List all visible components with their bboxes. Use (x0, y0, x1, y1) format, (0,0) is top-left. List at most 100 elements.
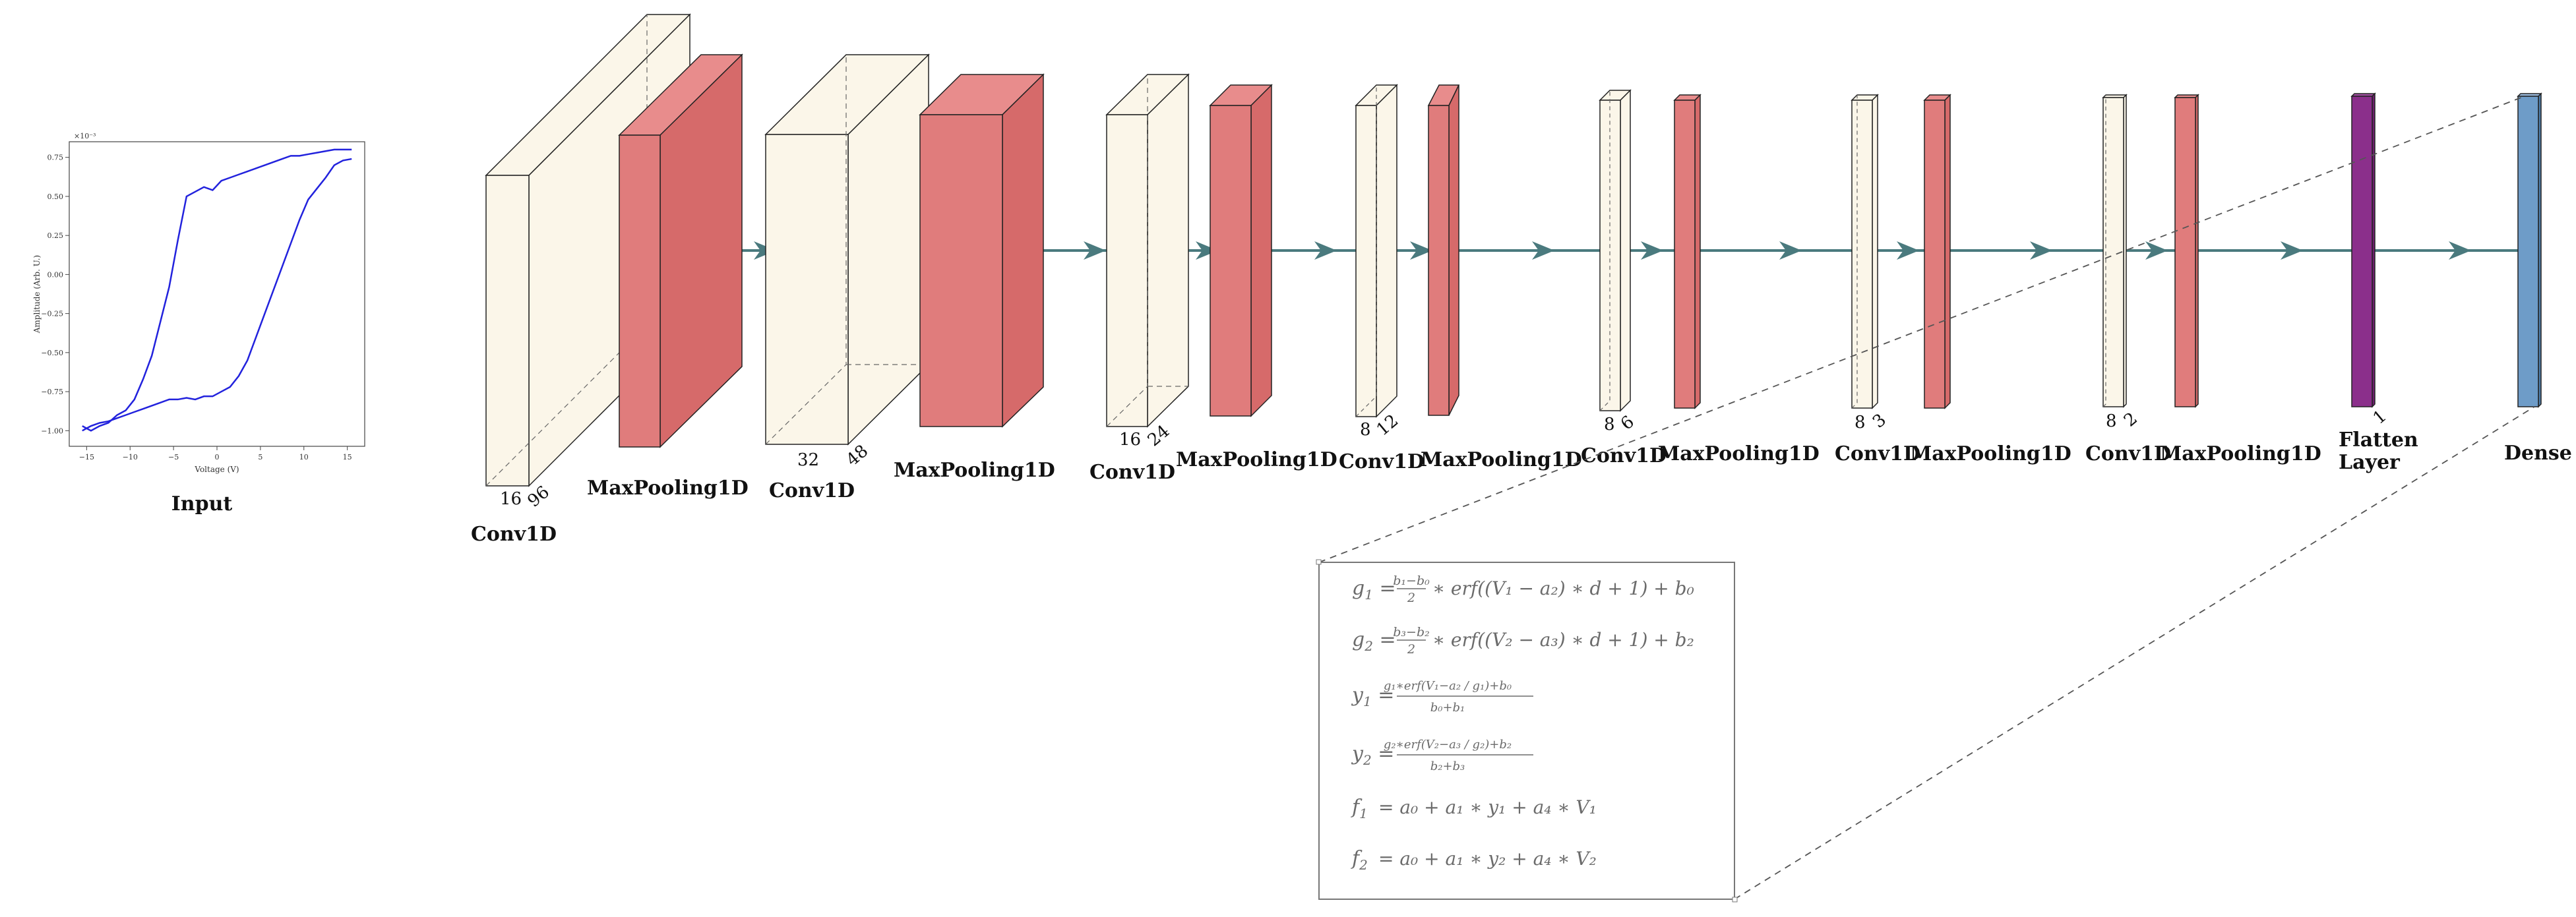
callout-line-bottom (1734, 406, 2535, 900)
y-tick-label: −0.50 (41, 349, 63, 357)
layer-conv1d-3 (1105, 73, 1190, 428)
conv3-label: Conv1D (1089, 461, 1175, 484)
svg-text:2: 2 (1407, 642, 1415, 657)
conv7-dim-a: 8 (2106, 411, 2117, 431)
flow-arrow-head (1897, 241, 1919, 260)
conv6-dim-a: 8 (1855, 413, 1866, 432)
pool2-label: MaxPooling1D (894, 459, 1055, 482)
flow-arrow-head (754, 241, 776, 260)
svg-text:g₂∗erf(V₂−a₃ / g₂)+b₂: g₂∗erf(V₂−a₃ / g₂)+b₂ (1384, 738, 1512, 752)
layer-conv1d-2 (764, 53, 930, 446)
layer-maxpool-2 (919, 73, 1045, 428)
y-tick-label: 0.50 (47, 192, 64, 201)
plot-xlabel: Voltage (V) (194, 465, 239, 474)
svg-text:∗ erf((V₁ − a₂) ∗ d + 1) + b₀: ∗ erf((V₁ − a₂) ∗ d + 1) + b₀ (1432, 577, 1694, 599)
conv1-dim-a: 16 (500, 489, 522, 509)
plot-ylabel: Amplitude (Arb. U.) (32, 255, 42, 334)
flow-arrow-head (1532, 241, 1554, 260)
y-tick-label: 0.75 (47, 154, 64, 162)
pool1-label: MaxPooling1D (587, 477, 749, 500)
callout-line-top (1318, 96, 2525, 563)
svg-text:b₃−b₂: b₃−b₂ (1393, 625, 1429, 639)
pool3-label: MaxPooling1D (1176, 448, 1337, 471)
flow-arrow-head (2449, 241, 2471, 260)
plot-lines (82, 148, 352, 432)
flow-arrow-head (1314, 241, 1337, 260)
svg-text:= a₀ + a₁ ∗ y₁ + a₄ ∗ V₁: = a₀ + a₁ ∗ y₁ + a₄ ∗ V₁ (1378, 796, 1597, 818)
equation-y2: y2 = g₂∗erf(V₂−a₃ / g₂)+b₂ b₂+b₃ (1351, 738, 1533, 773)
plot-series-1 (82, 148, 352, 432)
input-label: Input (171, 492, 233, 516)
conv2-dim-a: 32 (797, 450, 819, 470)
layer-maxpool-3 (1209, 84, 1273, 417)
layer-dense (2517, 92, 2542, 408)
conv2-label: Conv1D (769, 479, 855, 502)
y-tick-label: −0.75 (41, 388, 63, 396)
input-signal-plot: −15 −10 −5 0 5 10 15 −1.00 −0.75 −0.50 −0.25 0.00 0.… (32, 132, 365, 474)
equation-g2: g2 = b₃−b₂ 2 ∗ erf((V₂ − a₃) ∗ d + 1) + … (1352, 625, 1694, 657)
x-tick-label: 0 (215, 453, 220, 461)
conv5-dim-a: 8 (1604, 415, 1615, 434)
svg-text:2: 2 (1407, 591, 1415, 605)
conv5-dim-b: 6 (1617, 412, 1638, 434)
svg-text:b₁−b₀: b₁−b₀ (1393, 574, 1430, 588)
conv7-dim-b: 2 (2120, 409, 2141, 431)
layer-conv1d-4 (1355, 84, 1398, 418)
flow-arrow-head (1779, 241, 1802, 260)
x-tick-label: 15 (343, 453, 352, 461)
x-tick-label: 5 (258, 453, 262, 461)
pool4-label: MaxPooling1D (1421, 448, 1582, 471)
flow-arrow-head (1084, 241, 1106, 260)
pool5-label: MaxPooling1D (1658, 442, 1820, 465)
conv6-dim-b: 3 (1869, 410, 1890, 432)
x-tick-label: −15 (79, 453, 94, 461)
flow-arrow-head (2030, 241, 2052, 260)
plot-exponent: ×10⁻³ (74, 132, 96, 140)
conv1-dim-b: 96 (524, 482, 553, 511)
flow-arrow-head (2145, 241, 2168, 260)
conv1-label: Conv1D (471, 523, 557, 546)
conv6-label: Conv1D (1835, 442, 1920, 465)
svg-text:g1 =: g1 = (1352, 577, 1396, 603)
flow-arrow-head (1641, 241, 1663, 260)
layer-conv1d-5 (1599, 89, 1632, 412)
plot-ticks: −15 −10 −5 0 5 10 15 −1.00 −0.75 −0.50 −0.25 0.00 0.… (41, 154, 352, 461)
svg-text:y2 =: y2 = (1351, 742, 1394, 768)
svg-text:= a₀ + a₁ ∗ y₂ + a₄ ∗ V₂: = a₀ + a₁ ∗ y₂ + a₄ ∗ V₂ (1378, 848, 1597, 870)
x-tick-label: −5 (168, 453, 179, 461)
conv4-label: Conv1D (1339, 450, 1425, 473)
layer-flatten (2350, 92, 2376, 408)
equation-f2: f2 = a₀ + a₁ ∗ y₂ + a₄ ∗ V₂ (1351, 847, 1597, 873)
y-tick-label: −0.25 (41, 310, 63, 318)
flow-arrow-head (2281, 241, 2303, 260)
flatten-label-line1: Flatten (2339, 429, 2418, 452)
conv3-dim-a: 16 (1119, 430, 1141, 450)
flatten-label-line2: Layer (2339, 451, 2401, 474)
equation-y1: y1 = g₁∗erf(V₁−a₂ / g₁)+b₀ b₀+b₁ (1351, 679, 1533, 715)
equation-f1: f1 = a₀ + a₁ ∗ y₁ + a₄ ∗ V₁ (1351, 796, 1597, 821)
x-tick-label: 10 (299, 453, 309, 461)
y-tick-label: 0.00 (47, 270, 64, 279)
layer-conv1d-7 (2102, 94, 2128, 408)
flow-arrow-head (1410, 241, 1432, 260)
equation-box: g1 = b₁−b₀ 2 ∗ erf((V₁ − a₂) ∗ d + 1) + … (1316, 559, 1738, 902)
layer-conv1d-6 (1851, 94, 1879, 409)
conv7-label: Conv1D (2085, 442, 2171, 465)
svg-text:b₀+b₁: b₀+b₁ (1430, 701, 1465, 715)
layer-maxpool-4 (1427, 84, 1460, 416)
layer-maxpool-7 (2174, 94, 2199, 408)
x-tick-label: −10 (123, 453, 138, 461)
flow-arrow-head (1196, 241, 1218, 260)
equation-g1: g1 = b₁−b₀ 2 ∗ erf((V₁ − a₂) ∗ d + 1) + … (1352, 574, 1694, 605)
y-tick-label: 0.25 (47, 231, 64, 240)
y-tick-label: −1.00 (41, 427, 63, 435)
pool6-label: MaxPooling1D (1910, 442, 2071, 465)
svg-text:g2 =: g2 = (1352, 628, 1396, 654)
pool7-label: MaxPooling1D (2160, 442, 2321, 465)
svg-text:b₂+b₃: b₂+b₃ (1430, 759, 1465, 773)
conv2-dim-b: 48 (843, 441, 873, 470)
layer-maxpool-1 (618, 53, 743, 448)
plot-frame (69, 141, 365, 447)
layer-maxpool-5 (1673, 94, 1702, 409)
